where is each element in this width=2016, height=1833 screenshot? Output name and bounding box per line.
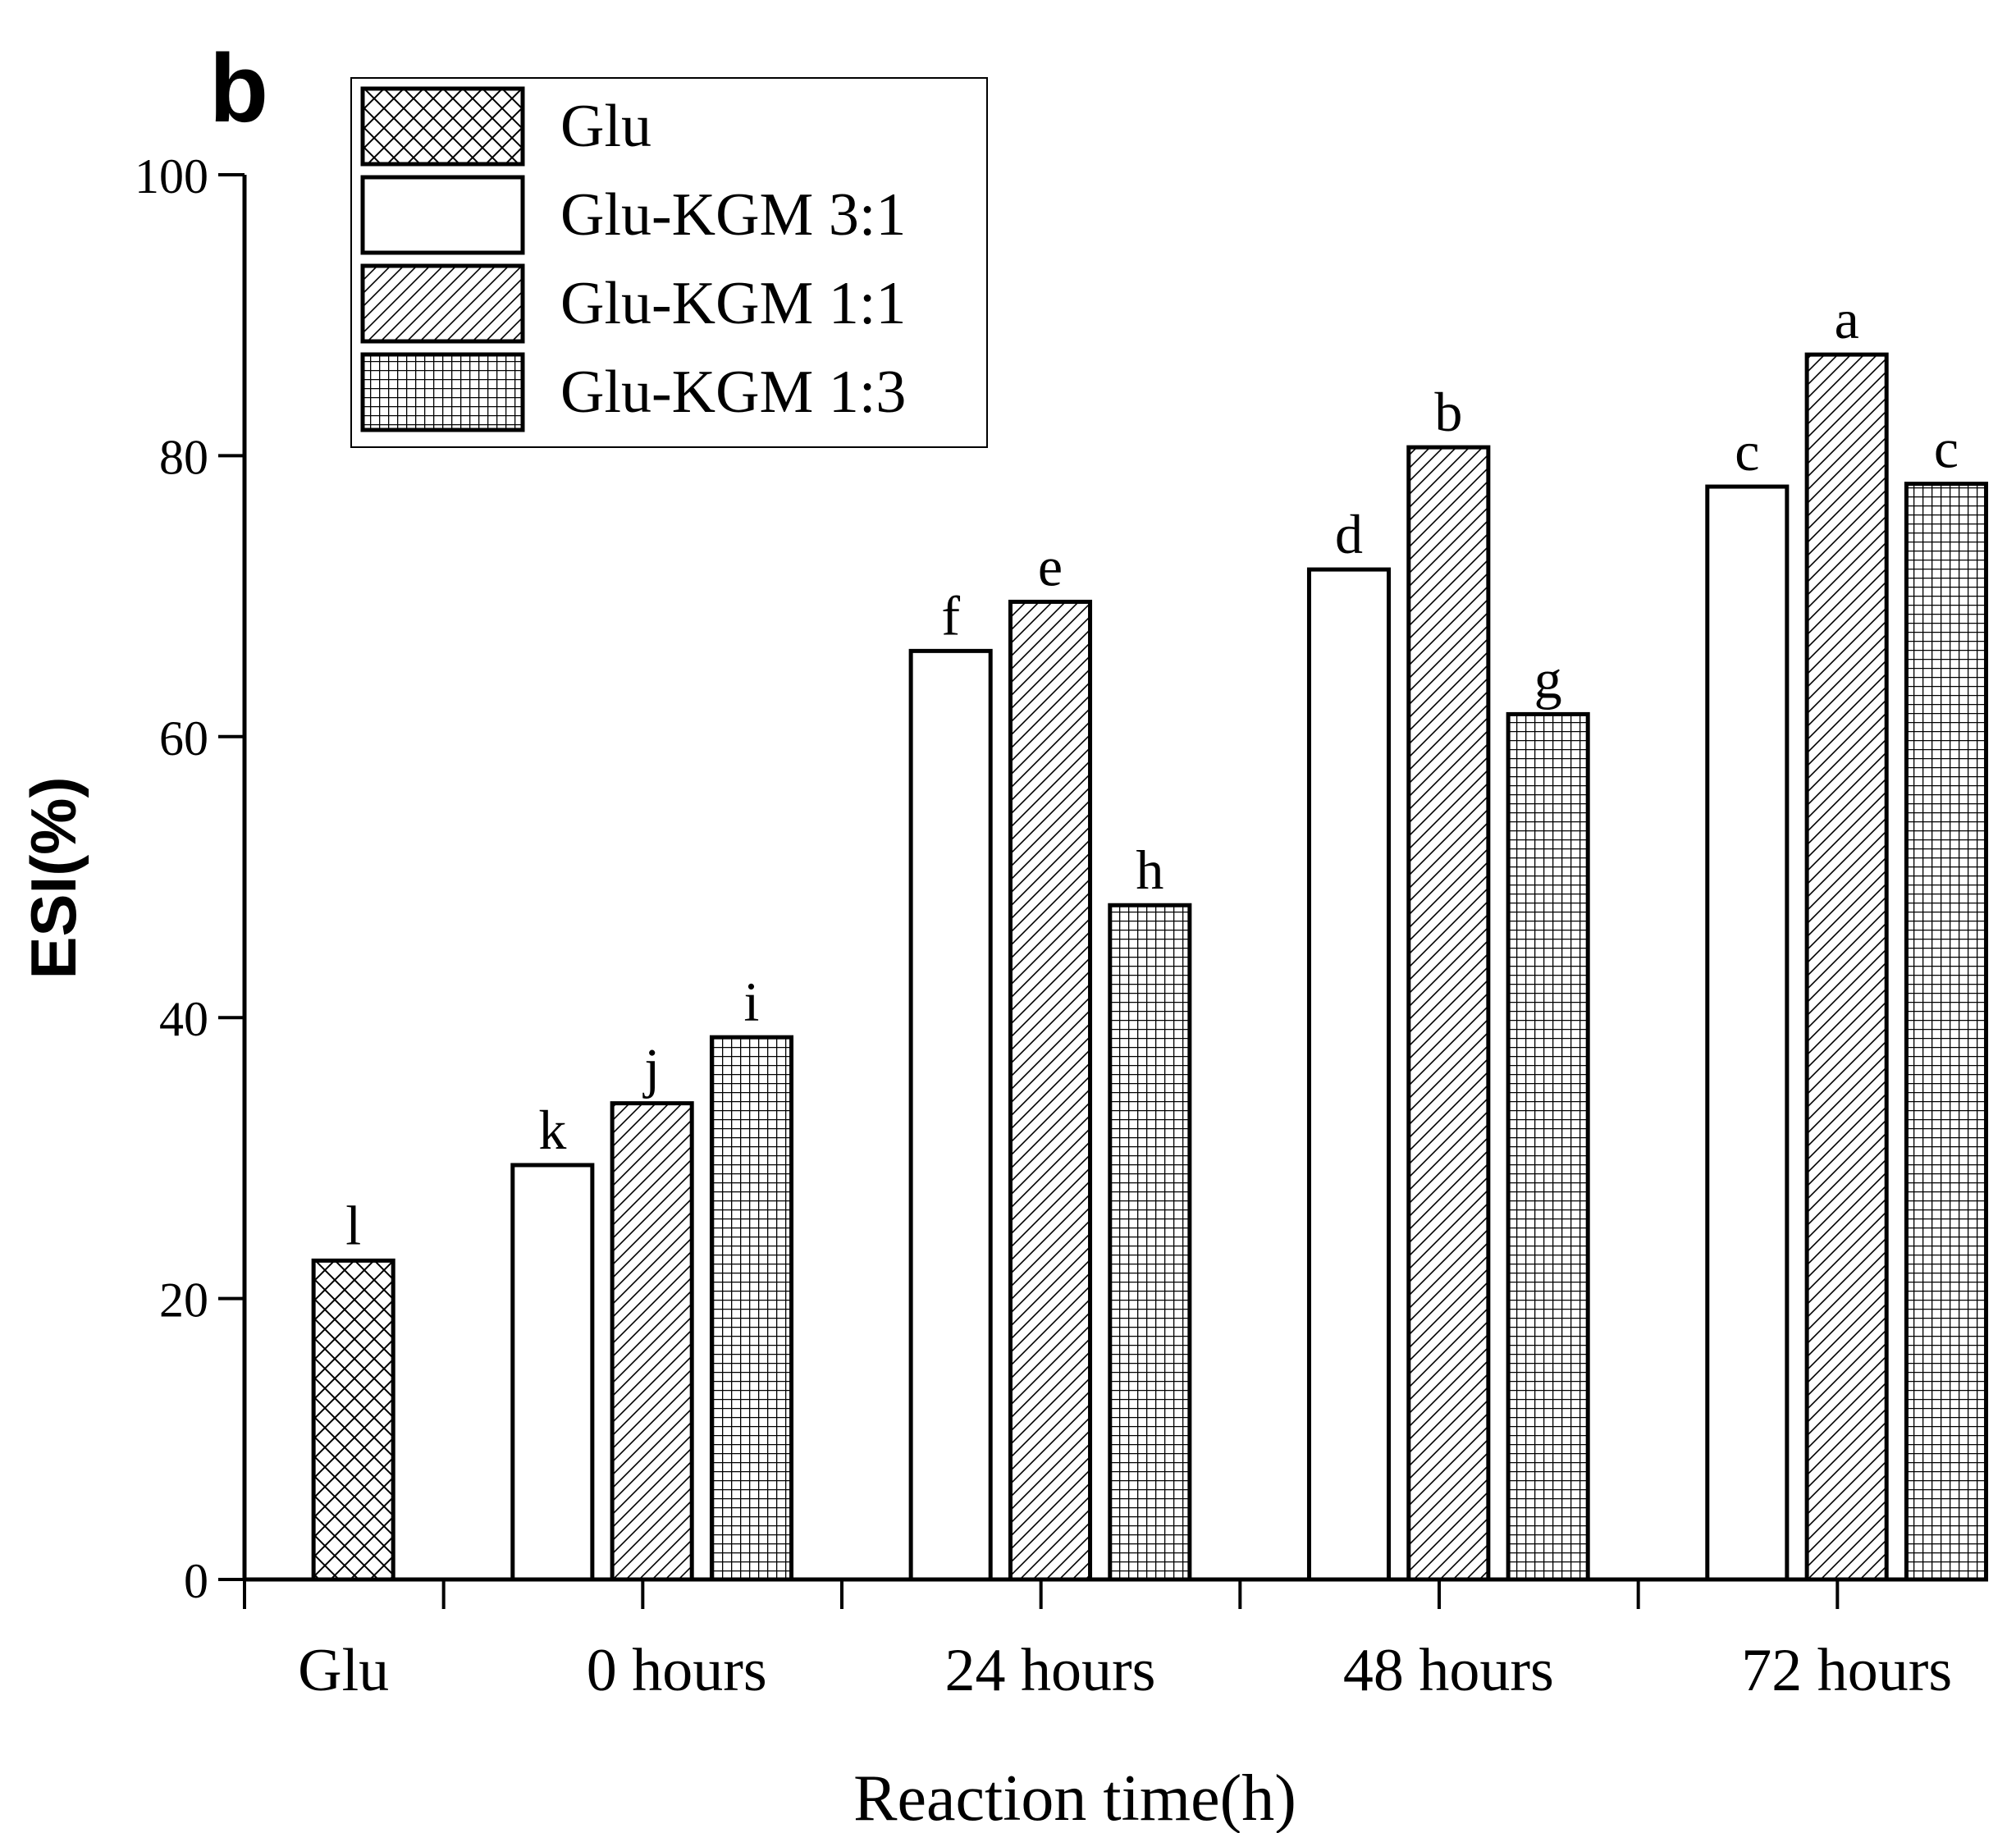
legend-swatch <box>360 175 525 255</box>
bar <box>1904 482 1989 1582</box>
x-category-label: 72 hours <box>1741 1637 1952 1704</box>
significance-letter: f <box>941 584 960 647</box>
bar <box>1406 445 1491 1582</box>
y-tick-label: 80 <box>159 430 208 484</box>
y-tick-label: 40 <box>159 992 208 1046</box>
y-tick-label: 100 <box>135 149 208 203</box>
significance-letter: b <box>1434 381 1462 443</box>
y-tick-label: 60 <box>159 711 208 766</box>
bar <box>610 1101 694 1582</box>
significance-letter: i <box>744 971 760 1033</box>
x-category-label: 48 hours <box>1343 1637 1554 1704</box>
y-tick-label: 20 <box>159 1273 208 1328</box>
x-category-label: Glu <box>298 1637 389 1704</box>
bar <box>1804 352 1889 1582</box>
x-axis-label: Reaction time(h) <box>853 1762 1296 1833</box>
bars: l k j i f e h d b g c a c <box>311 288 1989 1582</box>
bar <box>510 1163 595 1582</box>
legend-swatch <box>360 263 525 344</box>
significance-letter: l <box>345 1194 361 1256</box>
significance-letter: j <box>642 1037 660 1099</box>
significance-letter: d <box>1335 503 1363 565</box>
panel-label: b <box>209 34 268 143</box>
bar <box>1008 599 1093 1582</box>
bar <box>1705 484 1790 1582</box>
significance-letter: g <box>1534 647 1562 710</box>
legend-swatch <box>360 352 525 432</box>
bar <box>1108 903 1192 1582</box>
legend-label: Glu-KGM 3:1 <box>560 181 906 249</box>
bar <box>1506 711 1590 1582</box>
significance-letter: c <box>1934 418 1959 480</box>
legend: Glu Glu-KGM 3:1 Glu-KGM 1:1 Glu-KGM 1:3 <box>350 77 988 448</box>
axes: 0 20 40 60 80 100 Glu 0 hours 24 hours 48 hours 72… <box>135 149 1986 1704</box>
significance-letter: e <box>1038 535 1063 597</box>
legend-swatch <box>360 86 525 167</box>
legend-label: Glu <box>560 93 651 160</box>
legend-label: Glu-KGM 1:1 <box>560 270 906 337</box>
significance-letter: k <box>538 1099 566 1161</box>
bar <box>1306 567 1392 1582</box>
y-tick-label: 0 <box>184 1554 208 1608</box>
bar <box>709 1035 794 1582</box>
bar <box>908 648 993 1582</box>
x-category-label: 0 hours <box>587 1637 767 1704</box>
y-axis-label: ESI(%) <box>17 776 89 979</box>
x-category-label: 24 hours <box>945 1637 1156 1704</box>
significance-letter: c <box>1735 420 1759 482</box>
significance-letter: h <box>1136 839 1163 901</box>
bar <box>311 1258 395 1582</box>
legend-label: Glu-KGM 1:3 <box>560 359 906 426</box>
significance-letter: a <box>1835 288 1859 350</box>
